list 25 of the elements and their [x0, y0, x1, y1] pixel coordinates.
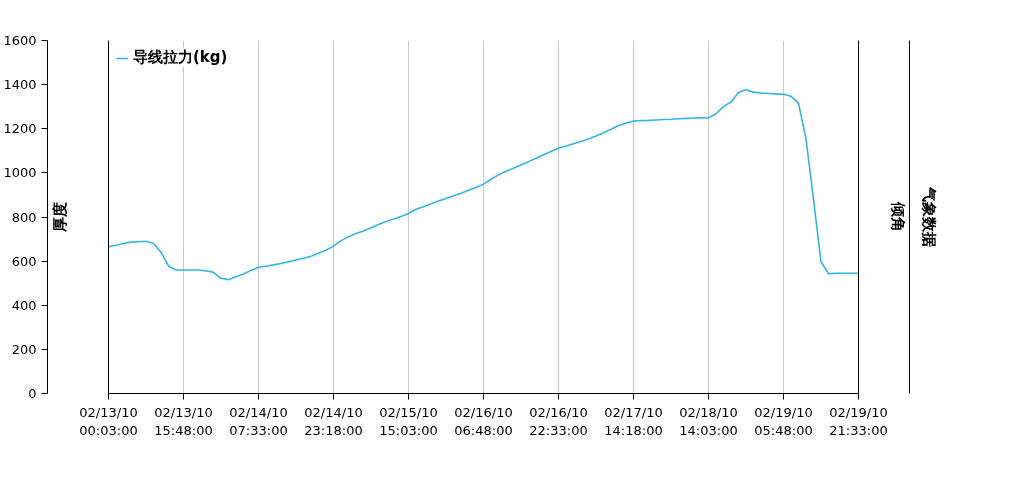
y-tick-label: 0 [28, 386, 37, 401]
legend-label: 导线拉力(kg) [133, 48, 228, 67]
y-tick-label: 600 [11, 253, 37, 269]
x-tick-label: 02/19/10 05:48:00 [754, 404, 813, 438]
x-tick-label: 02/16/10 06:48:00 [454, 404, 513, 438]
x-tick-label: 02/14/10 07:33:00 [229, 404, 288, 438]
x-tick-label: 02/17/10 14:18:00 [604, 404, 663, 438]
y-tick-label: 200 [11, 341, 37, 357]
y-tick-label: 400 [11, 297, 37, 313]
y-tick-label: 1000 [3, 165, 37, 181]
x-tick-label: 02/13/10 15:48:00 [154, 404, 213, 438]
x-tick-label: 02/18/10 14:03:00 [679, 404, 738, 438]
x-tick-label: 02/19/10 21:33:00 [829, 404, 888, 438]
x-tick-label: 02/13/10 00:03:00 [79, 404, 138, 438]
x-tick-label: 02/15/10 15:03:00 [379, 404, 438, 438]
y-tick-label: 1200 [3, 121, 37, 137]
line-series [108, 88, 859, 281]
text: 倾角 [888, 201, 907, 232]
y-tick-label: 1600 [3, 33, 37, 48]
x-tick-label: 02/16/10 22:33:00 [529, 404, 588, 438]
text: 厚度 [50, 202, 69, 233]
y-tick-label: 800 [11, 209, 37, 225]
y-tick-label: 1400 [3, 77, 37, 93]
text: 气象数据 [919, 186, 938, 247]
x-tick-label: 02/14/10 23:18:00 [304, 404, 363, 438]
